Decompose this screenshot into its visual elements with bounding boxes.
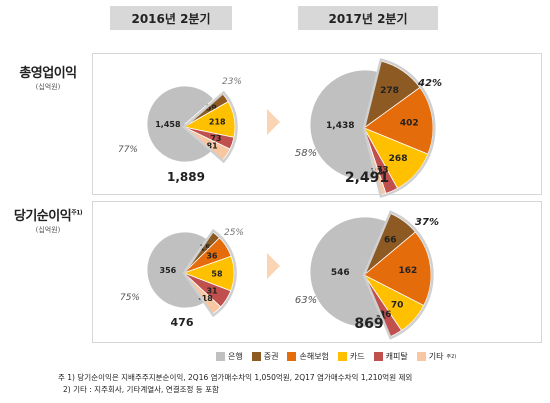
row-title-text: 당기순이익주1) <box>2 205 94 224</box>
arrow-icon <box>267 109 280 135</box>
bank-pct-label: 58% <box>295 148 317 159</box>
nonbank-pct-label: 25% <box>224 228 244 238</box>
bank-pct-label: 75% <box>120 293 140 303</box>
legend-item: 손해보험 <box>287 351 329 362</box>
bank-slice <box>146 85 215 163</box>
nonbank-pct-label: 23% <box>222 77 242 87</box>
exploded-outline <box>182 228 237 318</box>
slice-label: 218 <box>209 118 226 127</box>
legend-label: 증권 <box>263 352 279 361</box>
slice-label: -18 <box>198 294 213 303</box>
total-label: 476 <box>171 316 194 329</box>
slice-label: 402 <box>400 119 419 129</box>
exploded-outline <box>182 90 238 164</box>
legend-swatch <box>251 352 261 361</box>
legend-swatch <box>373 352 383 361</box>
row-title-label: 총영업이익 <box>19 66 77 81</box>
row-unit: (십억원) <box>35 226 61 234</box>
legend-label: 기타 <box>428 352 444 361</box>
bank-slice <box>309 69 379 181</box>
arrow-icon <box>267 253 280 279</box>
bank-pct-label: 63% <box>295 295 317 306</box>
slice-label: 36 <box>206 251 218 260</box>
footnote-1: 주 1) 당기순이익은 지배주주지분순이익, 2Q16 염가매수차익 1,050… <box>58 373 413 382</box>
slice-label: 66 <box>384 235 397 245</box>
slice-label: 356 <box>160 266 177 275</box>
total-label: 2,491 <box>345 170 389 186</box>
slice-label: 1,458 <box>155 120 181 129</box>
footnote-2: 2) 기타 : 지주회사, 기타계열사, 연결조정 등 포함 <box>63 385 219 394</box>
legend-item: 증권 <box>251 351 279 362</box>
row-title-text: 총영업이익 <box>2 62 94 81</box>
slice-label: 15 <box>200 244 212 253</box>
slice-label: 58 <box>211 269 223 278</box>
row-unit: (십억원) <box>35 83 61 91</box>
header-2017: 2017년 2분기 <box>298 6 438 30</box>
slice-label: 59 <box>206 103 218 112</box>
legend-item: 기타 주2) <box>416 351 457 362</box>
slice-label: 32 <box>370 168 383 178</box>
total-label: 1,889 <box>167 170 205 184</box>
legend-item: 은행 <box>216 351 243 362</box>
row-title-net: 당기순이익주1) (십억원) <box>2 205 94 235</box>
row-title-label: 당기순이익 <box>13 209 72 224</box>
header-2016-text: 2016년 2분기 <box>131 11 211 26</box>
legend-swatch <box>416 352 426 361</box>
bank-slice <box>309 216 387 328</box>
header-2016: 2016년 2분기 <box>110 6 232 30</box>
legend: 은행 증권 손해보험 카드 캐피탈 기타 주2) <box>216 351 456 362</box>
legend-label: 은행 <box>228 352 243 361</box>
nonbank-pct-label: 37% <box>415 217 439 228</box>
slice-label: 31 <box>206 286 218 295</box>
bank-slice <box>146 231 208 309</box>
legend-label: 카드 <box>349 352 365 361</box>
slice-label: 73 <box>376 166 389 176</box>
exploded-outline <box>362 210 434 340</box>
row-title-sup: 주1) <box>71 209 83 217</box>
slice-label: 278 <box>380 86 399 96</box>
total-label: 869 <box>354 316 383 332</box>
legend-swatch <box>337 352 347 361</box>
slice-label: 26 <box>379 310 392 320</box>
header-2017-text: 2017년 2분기 <box>328 11 408 26</box>
slice-label: 1,438 <box>326 121 354 131</box>
slice-label: 70 <box>391 300 404 310</box>
legend-item: 카드 <box>337 351 365 362</box>
slice-label: 73 <box>210 134 221 143</box>
legend-sup: 주2) <box>446 354 457 360</box>
slice-손해보험 <box>363 86 434 155</box>
slice-label: 268 <box>389 154 408 164</box>
slice-손해보험 <box>363 231 432 307</box>
legend-swatch <box>216 352 225 361</box>
legend-label: 손해보험 <box>299 352 329 361</box>
slice-label: 546 <box>331 268 350 278</box>
bank-pct-label: 77% <box>118 145 138 155</box>
legend-label: 캐피탈 <box>385 352 408 361</box>
exploded-outline <box>362 58 436 198</box>
legend-swatch <box>287 352 297 361</box>
slice-label: 162 <box>399 266 418 276</box>
legend-item: 캐피탈 <box>373 351 408 362</box>
nonbank-pct-label: 42% <box>417 78 442 89</box>
row-title-operating: 총영업이익 (십억원) <box>2 62 94 92</box>
slice-label: 81 <box>207 142 219 151</box>
